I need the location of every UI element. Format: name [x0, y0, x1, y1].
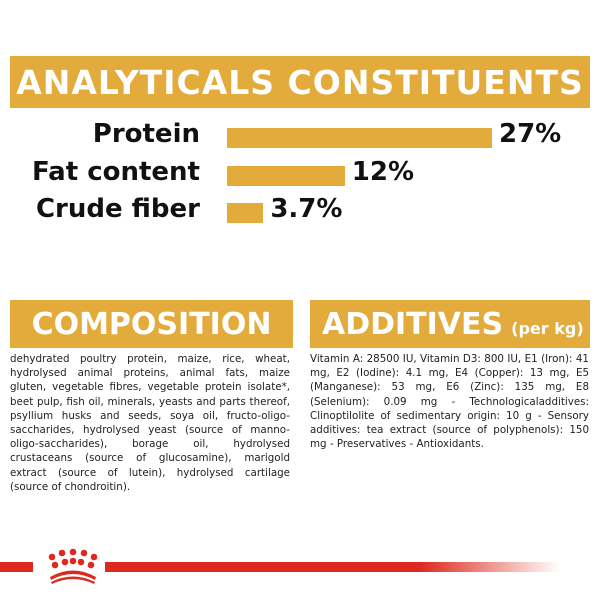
category-label: Crude fiber — [35, 194, 200, 224]
composition-text: dehydrated poultry protein, maize, rice,… — [10, 353, 290, 493]
category-label: Protein — [92, 119, 200, 149]
value-label: 12% — [351, 157, 414, 187]
value-label: 27% — [499, 119, 562, 149]
additives-heading-text: ADDITIVES — [322, 306, 504, 342]
composition-heading: COMPOSITION — [10, 300, 293, 348]
bar-fat-content — [227, 166, 345, 186]
additives-text: Vitamin A: 28500 IU, Vitamin D3: 800 IU,… — [310, 353, 589, 451]
analytical-constituents-title: ANALYTICALS CONSTITUENTS — [10, 56, 590, 108]
crown-logo-icon — [33, 548, 105, 594]
category-label: Fat content — [31, 157, 200, 187]
additives-unit: (per kg) — [511, 318, 584, 338]
bar-crude-fiber — [227, 203, 264, 223]
bar-protein — [227, 128, 492, 148]
value-label: 3.7% — [270, 194, 343, 224]
brand-stripe — [0, 562, 560, 572]
additives-heading: ADDITIVES (per kg) — [310, 300, 590, 348]
